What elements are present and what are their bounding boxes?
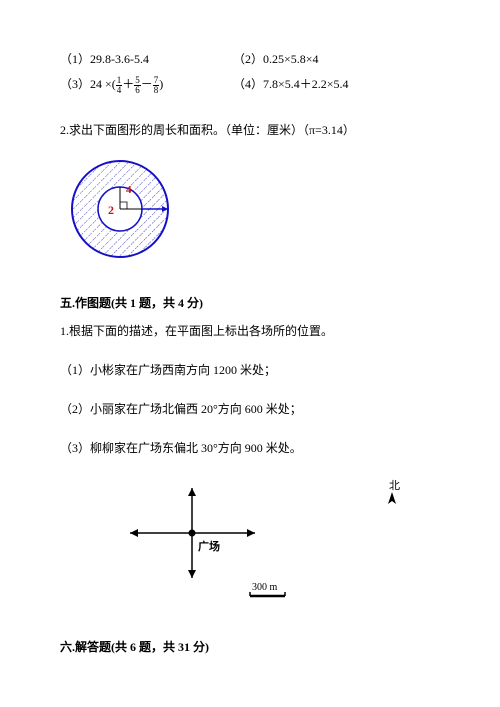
sec5-s3: （3）柳柳家在广场东偏北 30°方向 900 米处。: [60, 439, 440, 458]
calc-4: （4）7.8×5.4＋2.2×5.4: [233, 75, 349, 94]
north-arrow-icon: [387, 492, 397, 512]
sec5-s1: （1）小彬家在广场西南方向 1200 米处；: [60, 361, 440, 380]
circle-figure: 2 4: [60, 154, 440, 270]
axis-figure: 北 广场 300 m: [120, 478, 440, 614]
sec5-title: 五.作图题(共 1 题，共 4 分): [60, 294, 440, 313]
calc-3: （3）24 ×(14＋56－78): [60, 75, 230, 95]
calc-1: （1）29.8-3.6-5.4: [60, 50, 230, 69]
sec5-s2: （2）小丽家在广场北偏西 20°方向 600 米处；: [60, 400, 440, 419]
scale-label: 300 m: [252, 582, 278, 593]
label-4: 4: [126, 184, 132, 196]
axis-label: 广场: [198, 539, 220, 553]
label-2: 2: [108, 203, 114, 217]
q2-text: 2.求出下面图形的周长和面积。（单位：厘米）（π=3.14）: [60, 121, 440, 140]
sec6-title: 六.解答题(共 6 题，共 31 分): [60, 638, 440, 657]
calc-row-2: （3）24 ×(14＋56－78) （4）7.8×5.4＋2.2×5.4: [60, 75, 440, 95]
sec5-intro: 1.根据下面的描述，在平面图上标出各场所的位置。: [60, 322, 440, 341]
calc-row-1: （1）29.8-3.6-5.4 （2）0.25×5.8×4: [60, 50, 440, 69]
calc-2: （2）0.25×5.8×4: [233, 50, 319, 69]
